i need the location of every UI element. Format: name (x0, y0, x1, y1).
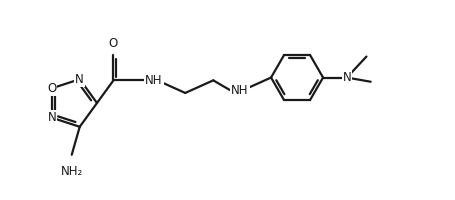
Text: O: O (109, 37, 118, 50)
Text: N: N (342, 71, 350, 84)
Text: N: N (75, 73, 84, 86)
Text: NH: NH (231, 84, 248, 97)
Text: NH: NH (145, 74, 162, 87)
Text: O: O (47, 82, 56, 95)
Text: NH₂: NH₂ (61, 165, 83, 178)
Text: N: N (47, 111, 56, 124)
